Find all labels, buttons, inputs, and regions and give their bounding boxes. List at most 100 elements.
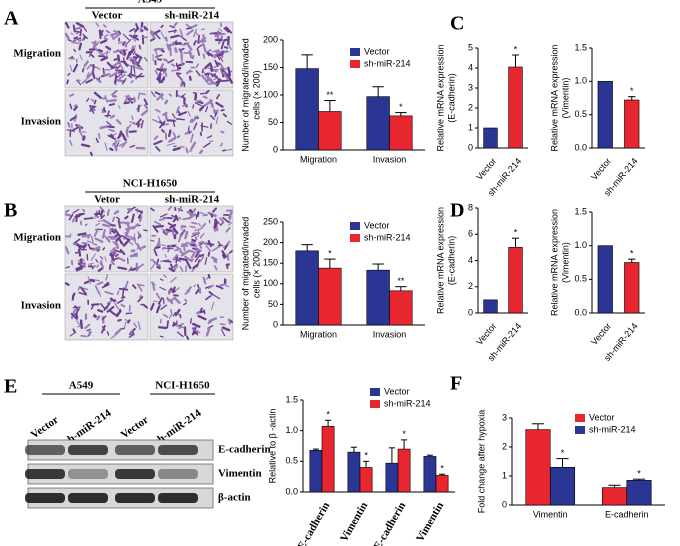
- cell: [176, 94, 182, 98]
- y-axis-label: (E-cadherin): [446, 236, 456, 286]
- cell: [218, 28, 223, 32]
- cell: [164, 254, 167, 258]
- cell: [177, 331, 184, 338]
- cell: [93, 99, 97, 105]
- cell: [104, 37, 109, 41]
- cell: [68, 39, 72, 42]
- cell: [102, 24, 107, 28]
- legend-swatch: [370, 400, 380, 408]
- cell: [181, 59, 184, 67]
- cell: [215, 101, 224, 108]
- cell: [74, 27, 81, 30]
- cell: [188, 50, 193, 59]
- cell: [140, 120, 144, 129]
- cell: [159, 286, 167, 291]
- y-tick-label: 0: [273, 319, 278, 329]
- cell: [163, 67, 168, 77]
- bar: [389, 115, 413, 151]
- cell: [207, 82, 216, 85]
- bar: [597, 81, 613, 149]
- cell: [172, 121, 176, 128]
- cell: [117, 219, 122, 229]
- cell: [216, 61, 221, 66]
- cell: [87, 275, 92, 285]
- significance: *: [630, 86, 634, 96]
- cell: [103, 234, 109, 241]
- y-tick-label: 0.5: [574, 109, 587, 119]
- cell: [150, 30, 156, 34]
- legend-label: Vector: [364, 46, 390, 56]
- cell: [179, 229, 186, 236]
- cell: [153, 140, 163, 146]
- cell: [97, 309, 104, 313]
- cell: [64, 213, 72, 217]
- cell: [170, 288, 176, 293]
- cell: [88, 262, 94, 265]
- cell: [207, 239, 212, 248]
- cell: [89, 64, 96, 68]
- cell: [191, 221, 198, 225]
- cell: [173, 294, 179, 297]
- cell: [227, 44, 232, 50]
- cell: [168, 129, 172, 138]
- cell: [169, 296, 176, 303]
- bar: [624, 99, 640, 149]
- y-tick-label: 2: [468, 102, 473, 112]
- cell: [168, 93, 173, 97]
- bar: [389, 290, 413, 326]
- cell: [117, 266, 128, 270]
- cell: [119, 62, 124, 71]
- cell: [72, 208, 80, 214]
- significance: **: [326, 90, 334, 100]
- panel-label: A: [4, 8, 19, 30]
- cell: [150, 302, 155, 311]
- cell: [176, 74, 183, 81]
- y-axis-label: (Vimentin): [560, 78, 570, 119]
- cell: [224, 148, 233, 151]
- cell: [198, 241, 205, 244]
- cell: [180, 322, 184, 326]
- y-tick-label: 50: [268, 299, 278, 309]
- cell: [122, 42, 127, 47]
- cell: [171, 214, 179, 220]
- cell: [156, 93, 164, 101]
- cell: [85, 223, 88, 226]
- cell: [156, 265, 161, 270]
- column-label: Vetor: [94, 194, 120, 206]
- cell: [184, 255, 193, 263]
- cell: [155, 108, 161, 113]
- cell: [139, 294, 142, 299]
- cell: [114, 298, 117, 303]
- y-axis-label: cells (× 200): [251, 249, 261, 298]
- legend-swatch: [575, 414, 585, 422]
- cell: [178, 324, 182, 328]
- cell: [137, 104, 140, 113]
- y-tick-label: 0.0: [574, 142, 587, 152]
- x-tick-label: E-cadherin: [605, 509, 649, 519]
- cell: [205, 295, 212, 301]
- cell: [188, 242, 193, 247]
- cell: [74, 251, 79, 254]
- cell: [227, 211, 233, 220]
- cell: [135, 37, 139, 41]
- cell: [153, 135, 159, 140]
- cell: [157, 115, 162, 122]
- cell: [132, 57, 138, 67]
- cell: [97, 219, 106, 222]
- cell: [196, 99, 202, 103]
- cell: [137, 58, 142, 66]
- cell: [75, 214, 78, 223]
- panel-label: B: [4, 200, 17, 222]
- blot-band: [68, 445, 108, 455]
- cell: [186, 286, 192, 293]
- cell: [179, 250, 184, 255]
- cell: [183, 245, 186, 252]
- cell: [100, 56, 109, 62]
- cell: [104, 256, 107, 262]
- legend-label: Vector: [364, 220, 390, 230]
- cell: [180, 241, 189, 248]
- cell: [69, 115, 77, 122]
- cell: [167, 222, 174, 227]
- cell: [205, 49, 212, 54]
- cell: [217, 241, 222, 247]
